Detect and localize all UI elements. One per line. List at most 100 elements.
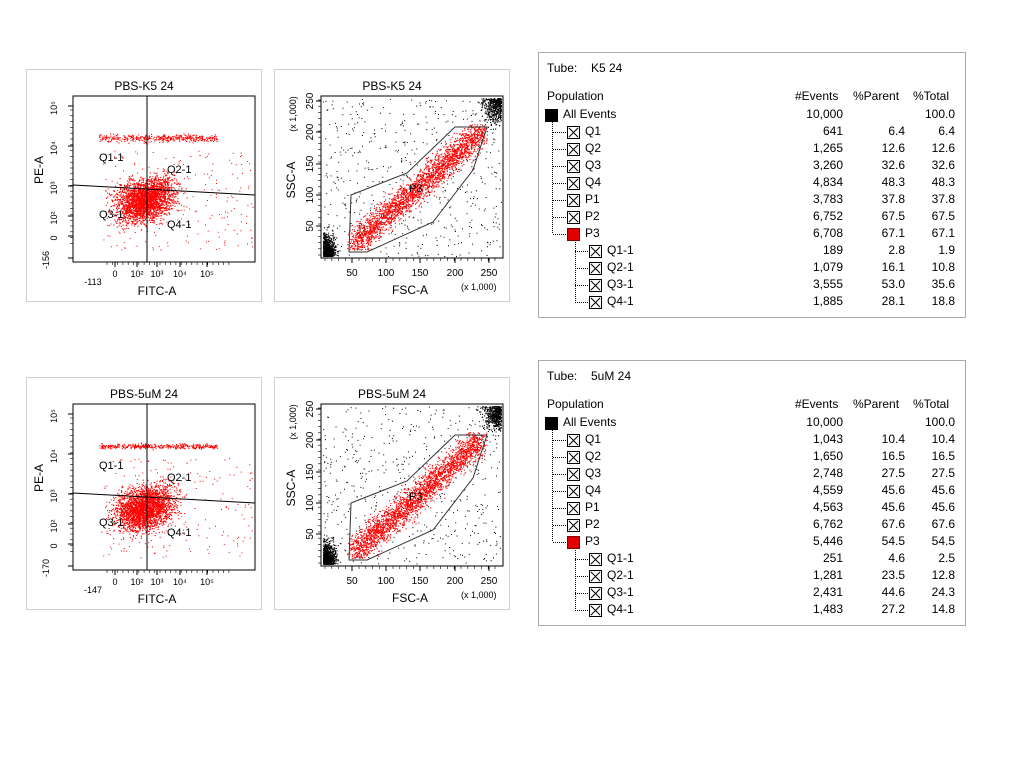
quadrant-label: Q2-1	[167, 472, 191, 484]
y-tick-label: -156	[41, 251, 51, 269]
table-row: Q2 1,265 12.6 12.6	[539, 141, 965, 158]
gate-hidden-icon[interactable]	[567, 126, 580, 139]
population-name: Q4-1	[607, 602, 634, 616]
population-name: Q2	[585, 449, 602, 463]
tree-connector	[552, 121, 553, 233]
gate-hidden-icon[interactable]	[567, 194, 580, 207]
tree-branch	[575, 610, 588, 611]
quadrant-plot-panel: PBS-K5 24 Q1-1 Q2-1 Q3-1 Q4-1 -113 0 10² 10³ 10⁴ 1…	[26, 69, 262, 302]
tree-connector	[575, 239, 576, 301]
table-row: All Events 10,000 100.0	[539, 107, 965, 124]
gate-hidden-icon[interactable]	[567, 502, 580, 515]
gate-color-swatch[interactable]	[567, 228, 580, 241]
x-tick-label: 150	[412, 268, 429, 279]
header-population: Population	[547, 89, 604, 103]
gate-hidden-icon[interactable]	[567, 434, 580, 447]
y-tick-label: 250	[305, 400, 316, 417]
total-percent: 45.6	[931, 483, 955, 497]
events-count: 1,079	[812, 260, 843, 274]
gate-hidden-icon[interactable]	[589, 262, 602, 275]
events-count: 2,431	[812, 585, 843, 599]
p3-gate	[348, 126, 488, 253]
table-row: P2 6,762 67.6 67.6	[539, 517, 965, 534]
table-row: Q2 1,650 16.5 16.5	[539, 449, 965, 466]
gate-hidden-icon[interactable]	[567, 160, 580, 173]
plot-frame	[72, 95, 256, 263]
parent-percent: 4.6	[888, 551, 905, 565]
population-name: Q1-1	[607, 551, 634, 565]
total-percent: 35.6	[931, 277, 955, 291]
gate-hidden-icon[interactable]	[589, 587, 602, 600]
gate-hidden-icon[interactable]	[567, 519, 580, 532]
total-percent: 18.8	[931, 294, 955, 308]
y-tick-label: 10⁴	[49, 141, 59, 155]
gate-color-swatch[interactable]	[545, 109, 558, 122]
parent-percent: 28.1	[881, 294, 905, 308]
table-row: Q1 641 6.4 6.4	[539, 124, 965, 141]
parent-percent: 12.6	[881, 141, 905, 155]
population-name: Q1	[585, 124, 602, 138]
population-name: Q3-1	[607, 585, 634, 599]
gate-hidden-icon[interactable]	[589, 279, 602, 292]
events-count: 10,000	[806, 415, 843, 429]
plot-frame	[320, 95, 504, 259]
x-tick-label: 10²	[130, 269, 143, 279]
table-row: P1 3,783 37.8 37.8	[539, 192, 965, 209]
quadrant-label: Q2-1	[167, 164, 191, 176]
events-count: 189	[822, 243, 843, 257]
gate-hidden-icon[interactable]	[589, 553, 602, 566]
y-tick-label: 100	[305, 494, 316, 511]
x-tick-label: 200	[447, 268, 464, 279]
parent-percent: 2.8	[888, 243, 905, 257]
tree-branch	[553, 525, 566, 526]
gate-label: P3	[409, 491, 422, 503]
parent-percent: 23.5	[881, 568, 905, 582]
total-percent: 54.5	[931, 534, 955, 548]
gate-hidden-icon[interactable]	[589, 245, 602, 258]
total-percent: 45.6	[931, 500, 955, 514]
population-table: Tube: K5 24 Population #Events %Parent %Total…	[538, 52, 966, 318]
event-points	[323, 406, 503, 566]
quadrant-horizontal-line	[72, 492, 256, 504]
total-percent: 10.8	[931, 260, 955, 274]
table-row: Q3-1 3,555 53.0 35.6	[539, 277, 965, 294]
population-name: Q3-1	[607, 277, 634, 291]
population-name: P3	[585, 534, 600, 548]
x-tick-label: 200	[447, 576, 464, 587]
population-name: Q4	[585, 483, 602, 497]
gate-hidden-icon[interactable]	[589, 570, 602, 583]
table-row: Q4-1 1,885 28.1 18.8	[539, 294, 965, 311]
x-tick-label: 50	[346, 576, 358, 587]
y-scale-note: (x 1,000)	[288, 404, 298, 440]
total-percent: 24.3	[931, 585, 955, 599]
gate-hidden-icon[interactable]	[589, 604, 602, 617]
gate-hidden-icon[interactable]	[567, 143, 580, 156]
gate-label: P3	[409, 183, 422, 195]
y-axis-label: SSC-A	[284, 162, 298, 199]
quadrant-plot: PBS-5uM 24 Q1-1 Q2-1 Q3-1 Q4-1 -147 0 10² 10³ 10⁴…	[32, 387, 256, 606]
gate-color-swatch[interactable]	[567, 536, 580, 549]
tree-branch	[553, 183, 566, 184]
gate-color-swatch[interactable]	[545, 417, 558, 430]
gate-hidden-icon[interactable]	[567, 451, 580, 464]
gate-hidden-icon[interactable]	[567, 468, 580, 481]
gate-hidden-icon[interactable]	[567, 211, 580, 224]
population-name: Q1	[585, 432, 602, 446]
table-row: Q4 4,559 45.6 45.6	[539, 483, 965, 500]
gate-hidden-icon[interactable]	[567, 485, 580, 498]
x-tick-label: 10⁵	[200, 577, 214, 587]
table-row: Q2-1 1,281 23.5 12.8	[539, 568, 965, 585]
tube-label: Tube:	[547, 369, 578, 383]
plot-title: PBS-K5 24	[114, 79, 174, 93]
gate-hidden-icon[interactable]	[589, 296, 602, 309]
tree-branch	[553, 508, 566, 509]
scatter-plot-panel: PBS-K5 24 P3 50 100 150 200 250 50 100 150 200 250 F…	[274, 69, 510, 302]
population-name: Q4	[585, 175, 602, 189]
tree-branch	[553, 149, 566, 150]
y-tick-label: 100	[305, 186, 316, 203]
gate-hidden-icon[interactable]	[567, 177, 580, 190]
quadrant-label: Q4-1	[167, 219, 191, 231]
tree-branch	[553, 542, 566, 543]
parent-percent: 48.3	[881, 175, 905, 189]
x-scale-note: (x 1,000)	[461, 590, 497, 600]
